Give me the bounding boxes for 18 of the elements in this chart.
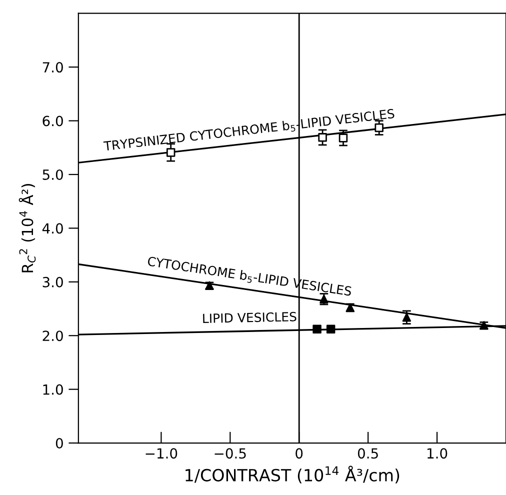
y-axis-title: R$_{C}$$^{2}$ (10$^{4}$ Å²) xyxy=(18,184,36,272)
series-label: LIPID VESICLES xyxy=(203,312,296,324)
y-tick-label: 6.0 xyxy=(42,116,63,126)
y-tick-label: 0 xyxy=(56,438,63,448)
y-tick-label: 2.0 xyxy=(42,330,63,342)
text: TRYPSINIZED CYTOCHROME b$_{5}$-LIPID VESICLES xyxy=(103,108,395,153)
y-tick-label: 7.0 xyxy=(42,62,63,73)
x-tick-label: 0.5 xyxy=(358,448,378,459)
x-tick-label: −0.5 xyxy=(214,448,246,459)
x-tick-label: 1.0 xyxy=(428,448,448,459)
y-tick-label: 4.0 xyxy=(42,223,63,234)
y-tick-label: 1.0 xyxy=(43,384,63,395)
y-tick-label: 3.0 xyxy=(42,276,63,288)
x-tick-label: −1.0 xyxy=(146,448,178,459)
text: CYTOCHROME b$_{5}$-LIPID VESICLES xyxy=(147,256,352,298)
x-axis-title: 1/CONTRAST (10$^{14}$ Å³/cm) xyxy=(186,466,400,484)
x-tick-label: 0 xyxy=(296,448,303,459)
y-tick-label: 5.0 xyxy=(42,169,63,180)
